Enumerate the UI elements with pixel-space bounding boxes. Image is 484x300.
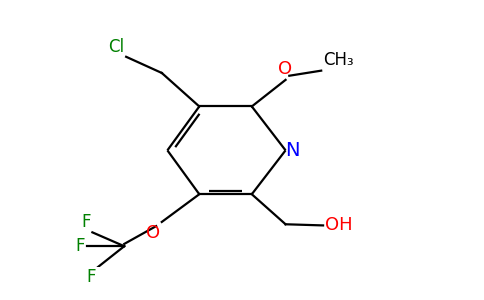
Text: Cl: Cl: [108, 38, 124, 56]
Text: F: F: [76, 237, 85, 255]
Text: O: O: [278, 60, 293, 78]
Text: CH₃: CH₃: [323, 52, 354, 70]
Text: OH: OH: [325, 216, 352, 234]
Text: F: F: [87, 268, 96, 286]
Text: O: O: [146, 224, 160, 242]
Text: F: F: [81, 213, 91, 231]
Text: N: N: [285, 141, 300, 160]
